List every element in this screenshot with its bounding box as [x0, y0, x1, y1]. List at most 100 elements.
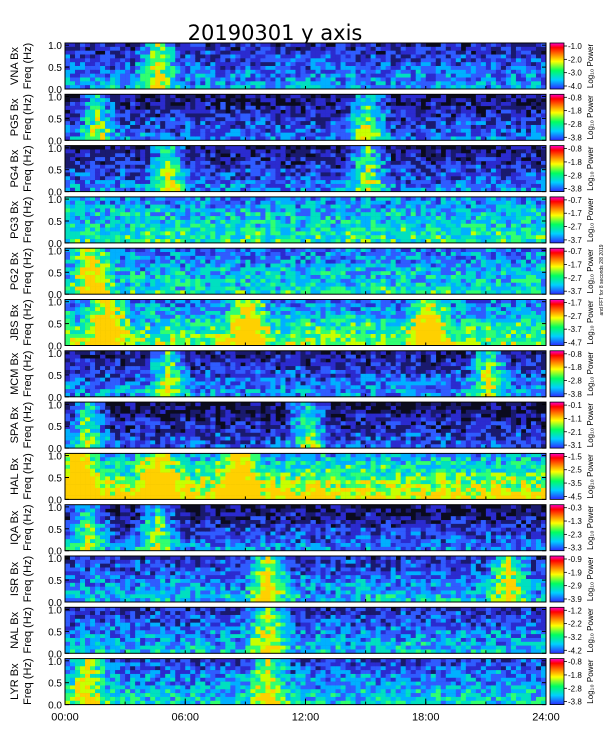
colorbar: [549, 452, 565, 500]
colorbar-label: Log₁₀ Power: [586, 351, 595, 396]
colorbar-tick-label: -1.5: [568, 452, 582, 461]
colorbar-tick-label: -1.9: [568, 568, 582, 577]
colorbar-tick-label: -1.7: [568, 299, 582, 308]
colorbar-label: Log₁₀ Power: [586, 659, 595, 704]
ylabel-station: PG4 Bx: [9, 149, 21, 187]
colorbar-tick-label: -0.7: [568, 247, 582, 256]
colorbar: [549, 606, 565, 654]
spectrogram-texture: [65, 43, 547, 90]
colorbar-tick-label: -0.8: [568, 350, 582, 359]
colorbar-tick-label: -3.5: [568, 479, 582, 488]
y-tick-label: 0.5: [48, 576, 62, 587]
spectrogram-texture: [65, 248, 547, 295]
ylabel-units: Freq (Hz): [22, 402, 34, 448]
colorbar-tick-label: -4.2: [568, 646, 582, 655]
colorbar-tick-label: -3.7: [568, 287, 582, 296]
colorbar-tick-label: -1.7: [568, 209, 582, 218]
colorbar: [549, 247, 565, 295]
colorbar: [549, 401, 565, 449]
colorbar-tick-label: -0.9: [568, 555, 582, 564]
y-tick-label: 0.0: [48, 649, 62, 660]
y-tick-label: 1.0: [48, 452, 62, 463]
colorbar-tick-label: -2.9: [568, 582, 582, 591]
x-tick-label: 12:00: [292, 712, 320, 724]
ylabel-units: Freq (Hz): [22, 351, 34, 397]
spectrogram-texture: [65, 94, 547, 141]
y-tick-label: 0.5: [48, 627, 62, 638]
spectrogram-texture: [65, 556, 547, 603]
colorbar-tick-label: -0.1: [568, 401, 582, 410]
colorbar-tick-label: -1.8: [568, 107, 582, 116]
colorbar-tick-label: -1.8: [568, 363, 582, 372]
y-tick-label: 0.0: [48, 547, 62, 558]
colorbar-label: Log₁₀ Power: [586, 403, 595, 448]
ylabel-units: Freq (Hz): [22, 607, 34, 653]
panel-pg2: 0.0 0.5 1.0 PG2 Bx Freq (Hz) -0.7 -1.7 -2.7 -3.7…: [9, 246, 595, 301]
colorbar: [549, 350, 565, 398]
colorbar-tick-label: -2.1: [568, 428, 582, 437]
colorbar-label: Log₁₀ Power: [586, 95, 595, 140]
ylabel-station: IQA Bx: [9, 510, 21, 545]
y-tick-label: 1.0: [48, 349, 62, 360]
y-tick-label: 0.5: [48, 217, 62, 228]
x-tick-label: 06:00: [171, 712, 199, 724]
y-tick-label: 1.0: [48, 657, 62, 668]
colorbar-tick-label: -1.2: [568, 606, 582, 615]
ylabel-units: Freq (Hz): [22, 453, 34, 499]
ylabel-station: NAL Bx: [9, 611, 21, 648]
colorbar-label: Log₁₀ Power: [586, 300, 595, 345]
colorbar-tick-label: -0.3: [568, 504, 582, 513]
y-tick-label: 0.0: [48, 393, 62, 404]
y-tick-label: 1.0: [48, 246, 62, 257]
y-tick-label: 0.5: [48, 320, 62, 331]
colorbar-tick-label: -3.1: [568, 441, 582, 450]
ylabel-units: Freq (Hz): [22, 197, 34, 243]
colorbar-tick-label: -4.5: [568, 492, 582, 501]
spectrogram-texture: [65, 350, 547, 398]
panel-pg5: 0.0 0.5 1.0 PG5 Bx Freq (Hz) -0.8 -1.8 -2.8 -3.8…: [9, 92, 595, 147]
colorbar-tick-label: -3.8: [568, 133, 582, 142]
colorbar-tick-label: -2.3: [568, 530, 582, 539]
colorbar-tick-label: -2.7: [568, 223, 582, 232]
ylabel-units: Freq (Hz): [22, 556, 34, 602]
colorbar-tick-label: -1.8: [568, 158, 582, 167]
y-tick-label: 0.0: [48, 444, 62, 455]
x-tick-label: 00:00: [51, 712, 79, 724]
panel-lyr: 0.0 0.5 1.0 LYR Bx Freq (Hz) -0.8 -1.8 -2.8 -3.8…: [9, 657, 595, 712]
colorbar-label: Log₁₀ Power: [586, 146, 595, 191]
y-tick-label: 1.0: [48, 298, 62, 309]
colorbar-tick-label: -0.7: [568, 196, 582, 205]
ylabel-station: ISR Bx: [9, 561, 21, 596]
ylabel-station: PG2 Bx: [9, 252, 21, 290]
colorbar-label: Log₁₀ Power: [586, 608, 595, 653]
ylabel-units: Freq (Hz): [22, 299, 34, 345]
y-tick-label: 0.5: [48, 473, 62, 484]
ylabel-station: VNA Bx: [9, 47, 21, 85]
x-axis: 00:00 06:00 12:00 18:00 24:00: [51, 698, 560, 724]
x-tick-label: 18:00: [412, 712, 440, 724]
y-tick-label: 0.0: [48, 290, 62, 301]
colorbar: [549, 145, 565, 193]
y-tick-label: 0.5: [48, 525, 62, 536]
ylabel-station: HAL Bx: [9, 457, 21, 494]
colorbar: [549, 299, 565, 346]
panel-isr: 0.0 0.5 1.0 ISR Bx Freq (Hz) -0.9 -1.9 -2.9 -3.9…: [9, 554, 595, 609]
colorbar-tick-label: -1.8: [568, 671, 582, 680]
panel-vna: 0.0 0.5 1.0 VNA Bx Freq (Hz) -1.0 -2.0 -3.0 -4.0…: [9, 41, 595, 96]
colorbar-label: Log₁₀ Power: [586, 44, 595, 89]
colorbar-tick-label: -3.8: [568, 698, 582, 707]
colorbar-tick-label: -2.8: [568, 376, 582, 385]
spectrogram-texture: [65, 402, 547, 449]
y-tick-label: 0.0: [48, 85, 62, 96]
y-tick-label: 1.0: [48, 92, 62, 103]
colorbar-tick-label: -3.2: [568, 633, 582, 642]
y-tick-label: 0.0: [48, 188, 62, 199]
y-tick-label: 0.0: [48, 136, 62, 147]
colorbar-tick-label: -3.7: [568, 236, 582, 245]
colorbar-tick-label: -0.8: [568, 145, 582, 154]
spectrogram-texture: [65, 607, 547, 654]
y-tick-label: 1.0: [48, 400, 62, 411]
chart-title: 20190301 y axis: [188, 21, 363, 45]
y-tick-label: 0.5: [48, 371, 62, 382]
